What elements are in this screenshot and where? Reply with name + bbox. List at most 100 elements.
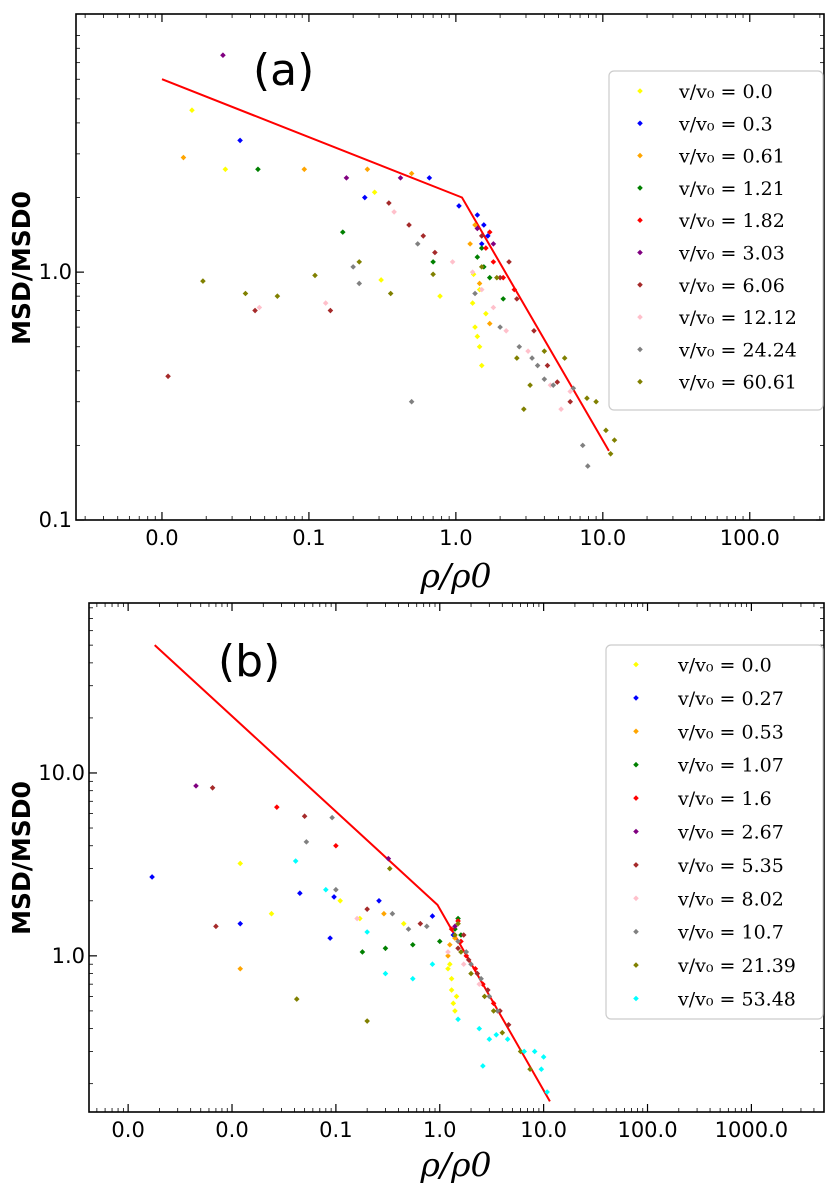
data-point-series-3 xyxy=(430,259,436,265)
legend-entry-label: v/v₀ = 0.61 xyxy=(678,146,785,168)
data-point-series-0 xyxy=(268,910,275,917)
legend-marker xyxy=(633,761,639,768)
legend-marker xyxy=(637,249,643,256)
data-point-series-8 xyxy=(579,442,586,449)
data-point-series-9 xyxy=(514,355,520,361)
data-point-series-2 xyxy=(467,241,473,247)
data-point-series-5 xyxy=(452,923,458,930)
data-point-series-10 xyxy=(382,970,389,977)
data-point-series-10 xyxy=(429,961,436,968)
data-point-series-9 xyxy=(607,450,614,457)
data-point-series-7 xyxy=(469,269,476,275)
data-point-series-0 xyxy=(478,362,485,369)
legend-marker xyxy=(633,962,639,968)
data-point-series-8 xyxy=(529,355,535,361)
legend-marker xyxy=(633,862,639,868)
data-point-series-8 xyxy=(494,1008,501,1014)
data-point-series-4 xyxy=(274,804,280,810)
data-point-series-0 xyxy=(222,166,229,173)
data-point-series-1 xyxy=(474,212,481,218)
data-point-series-8 xyxy=(463,949,470,955)
data-point-series-5 xyxy=(385,855,392,862)
legend-marker xyxy=(637,152,643,159)
data-point-series-9 xyxy=(455,920,461,927)
data-point-series-0 xyxy=(450,1000,457,1007)
legend-entry-label: v/v₀ = 1.6 xyxy=(677,788,772,810)
data-point-series-6 xyxy=(301,813,308,820)
data-point-series-4 xyxy=(448,926,455,932)
data-point-series-0 xyxy=(453,993,460,1000)
data-point-series-9 xyxy=(242,290,249,297)
data-point-series-8 xyxy=(472,290,478,297)
data-point-series-6 xyxy=(465,957,472,963)
data-point-series-6 xyxy=(544,362,551,369)
panel-b-points xyxy=(149,783,550,1095)
x-tick-label: 0.1 xyxy=(319,1118,352,1142)
data-point-series-6 xyxy=(506,259,512,265)
legend-entry-label: v/v₀ = 24.24 xyxy=(678,339,797,361)
data-point-series-0 xyxy=(469,300,476,306)
data-point-series-7 xyxy=(354,915,360,922)
data-point-series-0 xyxy=(448,987,455,993)
data-point-series-6 xyxy=(432,249,438,256)
data-point-series-9 xyxy=(312,272,318,279)
legend-entry-label: v/v₀ = 1.21 xyxy=(678,178,785,200)
data-point-series-4 xyxy=(490,259,497,265)
data-point-series-1 xyxy=(237,137,243,144)
data-point-series-10 xyxy=(455,1016,461,1023)
data-point-series-10 xyxy=(480,1063,486,1069)
data-point-series-8 xyxy=(350,264,356,270)
data-point-series-0 xyxy=(337,897,343,904)
data-point-series-6 xyxy=(209,784,216,791)
panel-a: 0.0 0.1 1.0 10.0 100.00.11.0 (a) v/v₀ = 0.0v… xyxy=(7,13,825,595)
data-point-series-1 xyxy=(481,222,487,228)
data-point-series-9 xyxy=(387,290,394,297)
data-point-series-3 xyxy=(382,945,389,952)
legend-box xyxy=(605,644,824,1020)
data-point-series-9 xyxy=(386,865,393,872)
data-point-series-6 xyxy=(505,1021,512,1028)
data-point-series-6 xyxy=(478,233,485,239)
panel-b-label: (b) xyxy=(218,636,280,687)
data-point-series-9 xyxy=(521,406,527,412)
legend-marker xyxy=(637,378,643,385)
fit-line xyxy=(154,644,551,1102)
data-point-series-9 xyxy=(364,1018,370,1024)
data-point-series-1 xyxy=(376,897,382,904)
data-point-series-9 xyxy=(481,993,488,1000)
data-point-series-2 xyxy=(364,166,371,173)
x-tick-label: 0.0 xyxy=(215,1118,248,1142)
data-point-series-7 xyxy=(256,304,263,311)
data-point-series-10 xyxy=(493,1032,500,1038)
panel-a-plot-frame xyxy=(75,13,825,521)
data-point-series-1 xyxy=(237,920,244,927)
data-point-series-1 xyxy=(297,890,303,897)
data-point-series-9 xyxy=(478,264,485,270)
data-point-series-2 xyxy=(381,910,387,917)
data-point-series-3 xyxy=(500,296,507,302)
data-point-series-8 xyxy=(570,385,577,392)
data-point-series-7 xyxy=(460,961,467,968)
data-point-series-1 xyxy=(426,175,433,181)
panel-b-y-axis-label: MSD/MSD0 xyxy=(7,781,36,935)
data-point-series-7 xyxy=(503,327,509,334)
data-point-series-5 xyxy=(220,52,226,59)
data-point-series-3 xyxy=(359,949,366,955)
data-point-series-2 xyxy=(408,170,415,177)
data-point-series-9 xyxy=(611,437,618,443)
data-point-series-0 xyxy=(474,333,481,340)
y-tick-label: 1.0 xyxy=(39,260,72,284)
legend-marker xyxy=(637,88,643,94)
data-point-series-6 xyxy=(364,906,370,912)
data-point-series-0 xyxy=(400,920,407,927)
data-point-series-3 xyxy=(339,229,346,235)
data-point-series-7 xyxy=(445,949,451,955)
legend-marker xyxy=(637,282,643,288)
data-point-series-0 xyxy=(371,189,378,196)
data-point-series-2 xyxy=(452,935,458,941)
data-point-series-7 xyxy=(525,348,531,354)
data-point-series-1 xyxy=(327,935,333,941)
legend-marker xyxy=(633,728,639,735)
data-point-series-10 xyxy=(409,975,416,982)
